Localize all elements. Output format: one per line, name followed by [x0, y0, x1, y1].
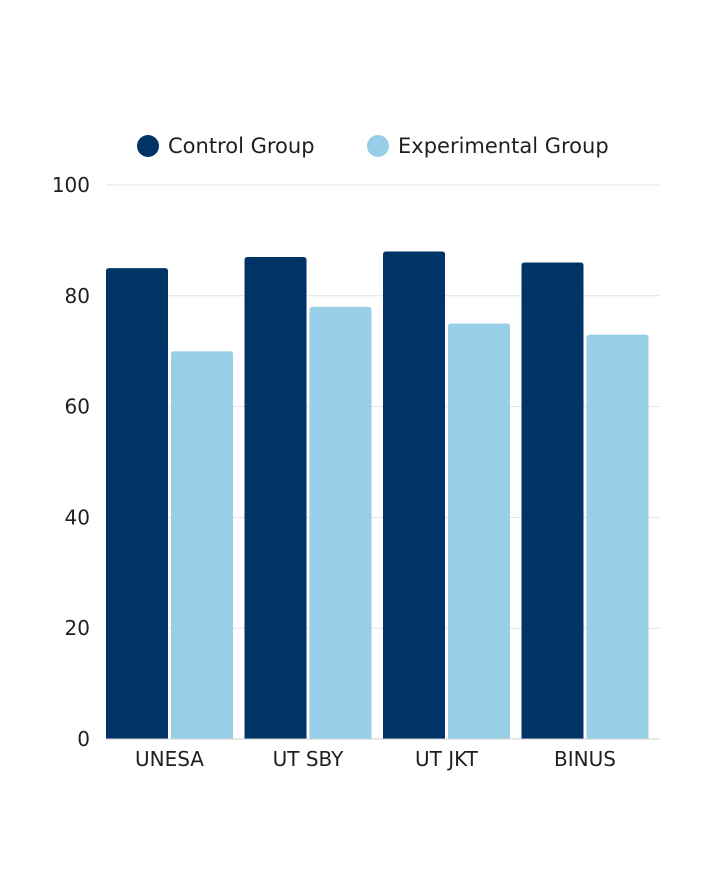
bar-control-group-ut-jkt: [383, 251, 445, 740]
y-tick-label-80: 80: [65, 284, 90, 308]
legend-label-experimental-group: Experimental Group: [398, 134, 609, 158]
axis-layer: 0 20 40 60 80 100 UNESA UT SBY UT JKT BINUS: [52, 173, 660, 771]
legend-label-control-group: Control Group: [168, 134, 315, 158]
bar-layer: [106, 251, 649, 740]
legend: Control Group Experimental Group: [137, 134, 609, 158]
x-tick-label-binus: BINUS: [554, 747, 616, 771]
x-tick-label-ut-sby: UT SBY: [273, 747, 345, 771]
legend-item-experimental-group: Experimental Group: [367, 134, 609, 158]
bar-experimental-group-binus: [586, 334, 649, 739]
bar-experimental-group-ut-jkt: [448, 323, 510, 739]
y-tick-label-40: 40: [65, 505, 90, 529]
legend-swatch-experimental-group: [367, 135, 389, 157]
bar-experimental-group-unesa: [171, 351, 233, 739]
bar-control-group-unesa: [106, 268, 168, 739]
y-tick-label-20: 20: [65, 616, 90, 640]
y-tick-label-100: 100: [52, 173, 90, 197]
bar-control-group-ut-sby: [244, 257, 307, 739]
bar-control-group-binus: [521, 262, 584, 739]
y-tick-label-0: 0: [77, 727, 90, 751]
bar-experimental-group-ut-sby: [309, 306, 372, 739]
y-tick-label-60: 60: [65, 395, 90, 419]
x-tick-label-ut-jkt: UT JKT: [415, 747, 479, 771]
legend-swatch-control-group: [137, 135, 159, 157]
legend-item-control-group: Control Group: [137, 134, 315, 158]
x-tick-label-unesa: UNESA: [135, 747, 204, 771]
